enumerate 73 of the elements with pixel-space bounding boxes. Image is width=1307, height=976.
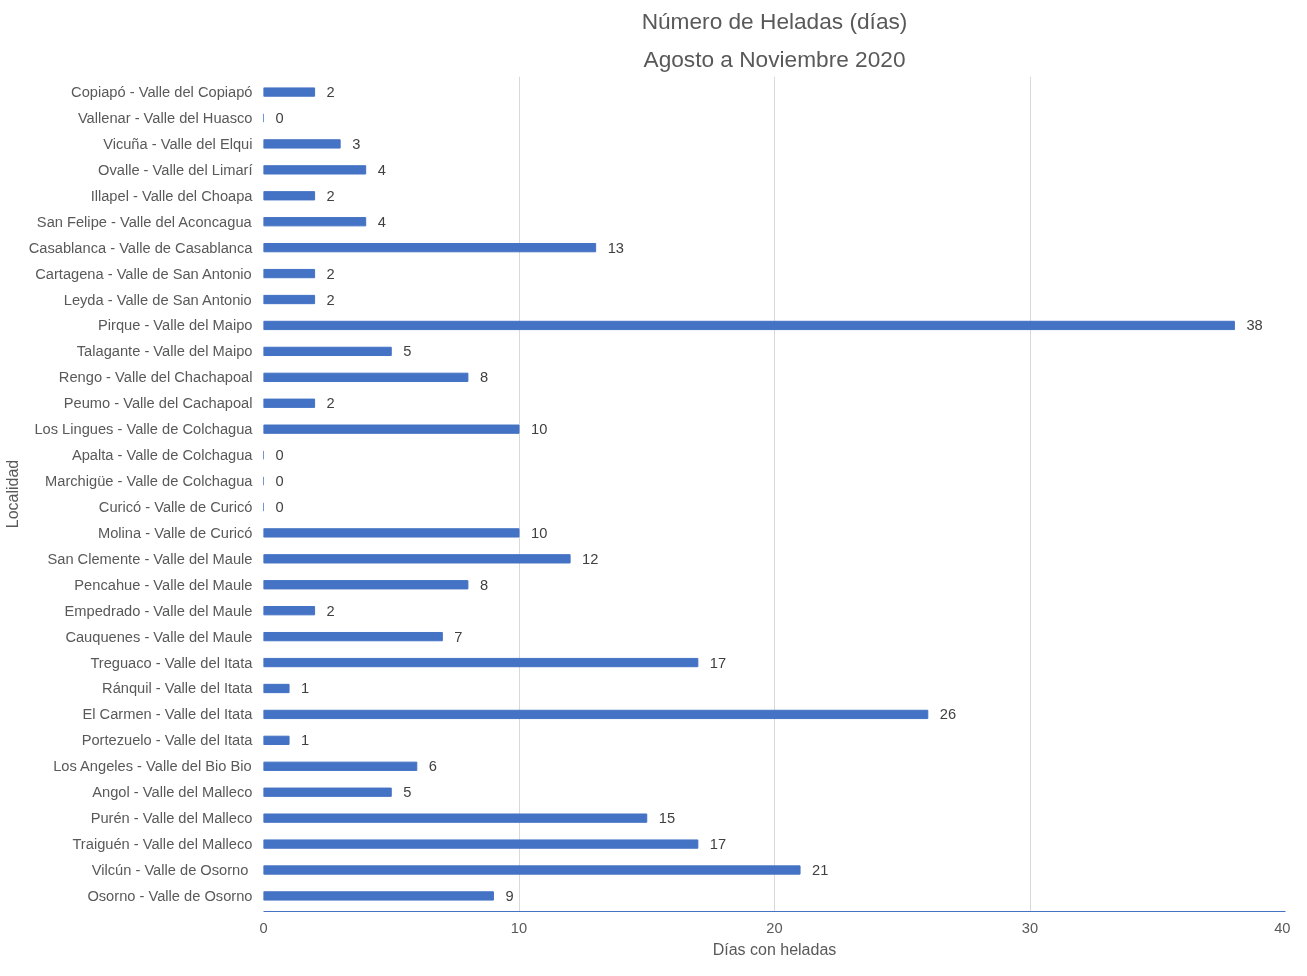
data-label: 1 bbox=[301, 732, 310, 749]
x-tick-label: 10 bbox=[510, 919, 528, 936]
data-label: 2 bbox=[326, 291, 335, 308]
y-tick-label: Leyda - Valle de San Antonio bbox=[63, 291, 252, 308]
y-tick-label: Talagante - Valle del Maipo bbox=[76, 343, 253, 360]
y-tick-label: Traiguén - Valle del Malleco bbox=[72, 836, 253, 853]
y-tick-label: Rengo - Valle del Chachapoal bbox=[58, 369, 253, 386]
y-tick-label: Pencahue - Valle del Maule bbox=[74, 576, 253, 593]
y-tick-label: Molina - Valle de Curicó bbox=[98, 524, 253, 541]
y-tick-label: Ovalle - Valle del Limarí bbox=[98, 161, 253, 178]
y-tick-label: Peumo - Valle del Cachapoal bbox=[63, 395, 253, 412]
y-tick-label: Marchigüe - Valle de Colchagua bbox=[45, 473, 254, 490]
data-label: 4 bbox=[377, 213, 386, 230]
y-tick-label: Osorno - Valle de Osorno bbox=[87, 887, 253, 904]
data-label: 6 bbox=[428, 758, 437, 775]
x-tick-label: 0 bbox=[259, 919, 268, 936]
y-tick-label: Pirque - Valle del Maipo bbox=[97, 317, 253, 334]
y-tick-label: Vicuña - Valle del Elqui bbox=[103, 135, 253, 152]
y-tick-label: San Felipe - Valle del Aconcagua bbox=[36, 213, 253, 230]
chart-subtitle: Agosto a Noviembre 2020 bbox=[643, 45, 906, 72]
y-tick-label: Apalta - Valle de Colchagua bbox=[71, 447, 254, 464]
data-label: 13 bbox=[607, 239, 624, 256]
y-tick-label: Ránquil - Valle del Itata bbox=[102, 680, 254, 697]
data-label: 2 bbox=[326, 187, 335, 204]
y-tick-label: Los Lingues - Valle de Colchagua bbox=[34, 421, 254, 438]
data-label: 17 bbox=[709, 836, 727, 853]
y-tick-label: Los Angeles - Valle del Bio Bio bbox=[53, 758, 252, 775]
y-tick-label: Curicó - Valle de Curicó bbox=[98, 498, 253, 515]
y-tick-label: Vilcún - Valle de Osorno bbox=[91, 862, 249, 879]
x-tick-label: 40 bbox=[1274, 919, 1291, 936]
data-label: 26 bbox=[939, 706, 957, 723]
x-axis-title: Días con heladas bbox=[712, 940, 837, 958]
data-label: 0 bbox=[275, 447, 284, 464]
data-label: 38 bbox=[1246, 317, 1263, 334]
y-tick-label: Treguaco - Valle del Itata bbox=[90, 654, 254, 671]
data-label: 21 bbox=[812, 862, 829, 879]
data-label: 8 bbox=[479, 576, 489, 593]
y-tick-label: Copiapó - Valle del Copiapó bbox=[71, 84, 253, 101]
data-label: 2 bbox=[326, 602, 335, 619]
y-tick-label: Empedrado - Valle del Maule bbox=[64, 602, 253, 619]
y-tick-label: Vallenar - Valle del Huasco bbox=[77, 109, 253, 126]
data-label: 2 bbox=[326, 265, 335, 282]
data-label: 17 bbox=[709, 654, 727, 671]
data-label: 0 bbox=[275, 109, 284, 126]
data-label: 8 bbox=[479, 369, 489, 386]
data-label: 0 bbox=[275, 498, 284, 515]
y-tick-label: Portezuelo - Valle del Itata bbox=[81, 732, 254, 749]
y-tick-label: San Clemente - Valle del Maule bbox=[47, 550, 253, 567]
data-label: 1 bbox=[301, 680, 310, 697]
data-label: 5 bbox=[403, 784, 412, 801]
data-label: 3 bbox=[352, 135, 361, 152]
y-tick-label: Casablanca - Valle de Casablanca bbox=[28, 239, 254, 256]
data-label: 4 bbox=[377, 161, 386, 178]
data-label: 15 bbox=[658, 810, 676, 827]
data-label: 2 bbox=[326, 395, 335, 412]
data-label: 10 bbox=[531, 524, 548, 541]
data-label: 12 bbox=[582, 550, 599, 567]
data-label: 7 bbox=[454, 628, 463, 645]
y-tick-label: El Carmen - Valle del Itata bbox=[82, 706, 254, 723]
y-tick-label: Cauquenes - Valle del Maule bbox=[65, 628, 253, 645]
data-label: 10 bbox=[531, 421, 548, 438]
data-label: 5 bbox=[403, 343, 412, 360]
y-tick-label: Cartagena - Valle de San Antonio bbox=[35, 265, 252, 282]
y-axis-title: Localidad bbox=[3, 459, 21, 529]
x-tick-label: 20 bbox=[766, 919, 783, 936]
x-tick-label: 30 bbox=[1021, 919, 1039, 936]
y-tick-label: Angol - Valle del Malleco bbox=[92, 784, 253, 801]
chart-title: Número de Heladas (días) bbox=[641, 7, 908, 34]
data-label: 2 bbox=[326, 84, 335, 101]
data-label: 9 bbox=[505, 887, 514, 904]
y-tick-label: Purén - Valle del Malleco bbox=[90, 810, 253, 827]
data-label: 0 bbox=[275, 473, 284, 490]
y-tick-label: Illapel - Valle del Choapa bbox=[90, 187, 254, 204]
